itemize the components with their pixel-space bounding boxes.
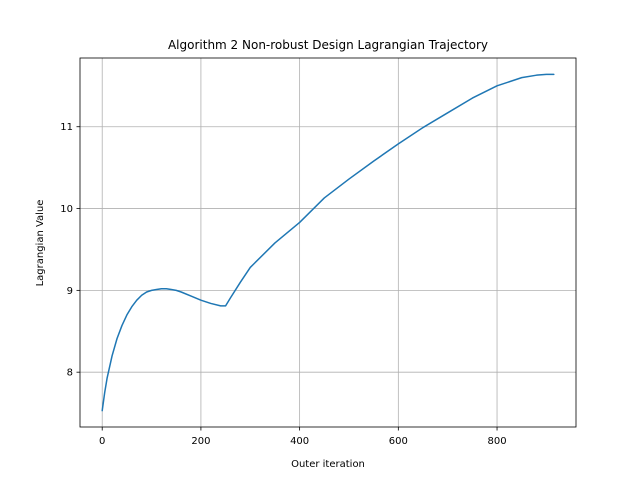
x-tick-label: 200: [191, 436, 210, 447]
grid-lines: [80, 58, 576, 427]
plot-area-frame: [79, 57, 577, 428]
chart-title: Algorithm 2 Non-robust Design Lagrangian…: [168, 38, 488, 52]
y-tick-label: 10: [60, 204, 73, 215]
series-line: [101, 73, 555, 412]
y-tick-label: 11: [60, 122, 73, 133]
data-series: [101, 73, 555, 412]
y-tick-label: 9: [67, 286, 73, 297]
x-tick-label: 400: [290, 436, 309, 447]
x-axis-label: Outer iteration: [291, 459, 365, 470]
y-axis-label: Lagrangian Value: [35, 200, 46, 287]
axis-ticks: 0 200 400 600 800 8 9 10 11: [60, 122, 506, 447]
x-tick-label: 600: [389, 436, 408, 447]
x-tick-label: 0: [99, 436, 105, 447]
y-tick-label: 8: [67, 368, 73, 379]
x-tick-label: 800: [487, 436, 506, 447]
